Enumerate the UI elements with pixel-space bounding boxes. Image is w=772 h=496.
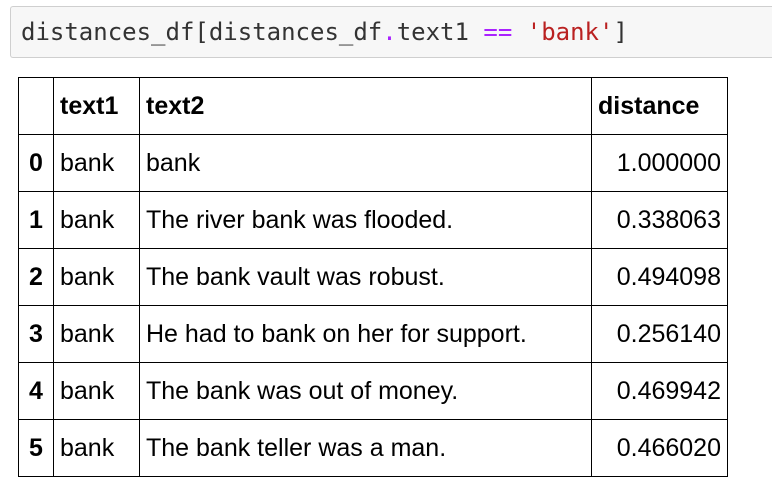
cell-text1: bank bbox=[53, 362, 140, 420]
cell-text1: bank bbox=[53, 134, 140, 192]
cell-text2: The bank teller was a man. bbox=[139, 419, 592, 477]
cell-distance: 0.469942 bbox=[591, 362, 728, 420]
table-row: 0 bank bank 1.000000 bbox=[18, 134, 728, 192]
cell-distance: 1.000000 bbox=[591, 134, 728, 192]
code-token-space bbox=[512, 18, 526, 46]
code-token-variable: distances_df bbox=[208, 18, 383, 46]
cell-text2: The bank vault was robust. bbox=[139, 248, 592, 306]
header-index bbox=[18, 77, 54, 135]
table-row: 1 bank The river bank was flooded. 0.338… bbox=[18, 191, 728, 249]
cell-text1: bank bbox=[53, 248, 140, 306]
cell-text1: bank bbox=[53, 305, 140, 363]
cell-text1: bank bbox=[53, 191, 140, 249]
cell-distance: 0.494098 bbox=[591, 248, 728, 306]
table-header-row: text1 text2 distance bbox=[18, 77, 728, 135]
cell-text2: The bank was out of money. bbox=[139, 362, 592, 420]
code-token-bracket-open: [ bbox=[194, 18, 209, 46]
header-distance: distance bbox=[591, 77, 728, 135]
table-row: 4 bank The bank was out of money. 0.4699… bbox=[18, 362, 728, 420]
cell-distance: 0.338063 bbox=[591, 191, 728, 249]
table-row: 5 bank The bank teller was a man. 0.4660… bbox=[18, 419, 728, 477]
cell-text2: The river bank was flooded. bbox=[139, 191, 592, 249]
code-token-dot: . bbox=[382, 18, 397, 46]
row-index: 2 bbox=[18, 248, 54, 306]
row-index: 4 bbox=[18, 362, 54, 420]
cell-distance: 0.466020 bbox=[591, 419, 728, 477]
header-text2: text2 bbox=[139, 77, 592, 135]
code-token-variable: distances_df bbox=[21, 18, 195, 46]
header-text1: text1 bbox=[53, 77, 140, 135]
code-token-string: 'bank' bbox=[526, 18, 614, 46]
cell-text2: bank bbox=[139, 134, 592, 192]
code-token-attribute: text1 bbox=[396, 18, 469, 46]
cell-distance: 0.256140 bbox=[591, 305, 728, 363]
table-row: 3 bank He had to bank on her for support… bbox=[18, 305, 728, 363]
table-row: 2 bank The bank vault was robust. 0.4940… bbox=[18, 248, 728, 306]
code-token-bracket-close: ] bbox=[613, 18, 628, 46]
code-input-cell[interactable]: distances_df[distances_df.text1 == 'bank… bbox=[10, 6, 772, 58]
code-token-equals-operator: == bbox=[483, 18, 513, 46]
dataframe-output-table: text1 text2 distance 0 bank bank 1.00000… bbox=[18, 77, 728, 477]
cell-text1: bank bbox=[53, 419, 140, 477]
cell-text2: He had to bank on her for support. bbox=[139, 305, 592, 363]
row-index: 0 bbox=[18, 134, 54, 192]
row-index: 1 bbox=[18, 191, 54, 249]
row-index: 5 bbox=[18, 419, 54, 477]
row-index: 3 bbox=[18, 305, 54, 363]
code-token-space bbox=[469, 18, 483, 46]
